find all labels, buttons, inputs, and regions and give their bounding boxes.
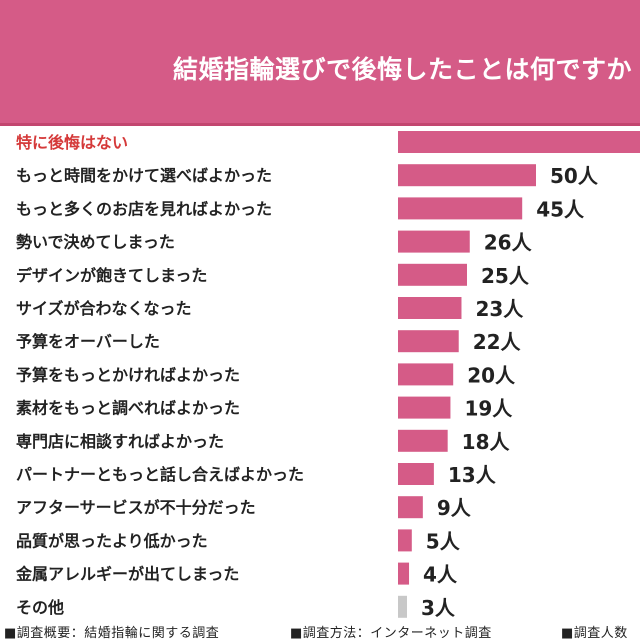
- value-label: 45人: [536, 197, 585, 221]
- bar: [398, 463, 434, 485]
- bar: [398, 297, 462, 319]
- bar: [398, 263, 467, 286]
- value-label: 18人: [462, 430, 511, 454]
- footer-method: ■調査方法：インターネット調査: [290, 626, 492, 640]
- category-label: パートナーともっと話し合えばよかった: [16, 465, 304, 484]
- bar: [398, 562, 410, 585]
- value-label: 26人: [484, 231, 533, 255]
- value-label: 50人: [550, 164, 599, 188]
- value-label: 13人: [448, 463, 497, 487]
- category-label: その他: [16, 598, 64, 617]
- category-label: 特に後悔はない: [16, 133, 128, 152]
- category-label: 勢いで決めてしまった: [16, 233, 175, 252]
- survey-footer: ■調査概要：結婚指輪に関する調査 ■調査方法：インターネット調査 ■調査人数: [0, 620, 640, 640]
- bar: [398, 230, 470, 253]
- category-label: アフターサービスが不十分だった: [16, 498, 256, 517]
- value-label: 22人: [473, 330, 522, 354]
- category-label: デザインが飽きてしまった: [16, 266, 207, 285]
- category-label: 品質が思ったより低かった: [16, 531, 208, 550]
- category-label: もっと時間をかけて選べばよかった: [16, 166, 272, 185]
- category-label: 金属アレルギーが出てしまった: [15, 565, 239, 584]
- bar: [398, 429, 448, 452]
- footer-respondents: ■調査人数: [561, 626, 628, 640]
- value-label: 25人: [481, 264, 530, 288]
- category-label: もっと多くのお店を見ればよかった: [16, 199, 272, 218]
- category-label: 素材をもっと調べればよかった: [16, 399, 240, 418]
- bar: [398, 330, 459, 353]
- value-label: 20人: [467, 363, 516, 387]
- title-divider: [0, 123, 640, 126]
- value-label: 23人: [475, 297, 524, 321]
- bar: [398, 363, 454, 386]
- bar: [398, 529, 412, 552]
- bar: [398, 197, 523, 220]
- category-label: 予算をオーバーした: [16, 332, 160, 351]
- footer-summary: ■調査概要：結婚指輪に関する調査: [4, 626, 220, 640]
- value-label: 3人: [421, 596, 456, 620]
- value-label: 5人: [426, 529, 461, 553]
- bar: [398, 595, 407, 618]
- bar: [398, 496, 423, 519]
- bar: [398, 131, 640, 153]
- category-label: 専門店に相談すればよかった: [16, 432, 224, 451]
- category-label: サイズが合わなくなった: [16, 299, 192, 318]
- bar: [398, 396, 451, 419]
- chart-title: 結婚指輪選びで後悔したことは何ですか: [172, 55, 632, 84]
- value-label: 4人: [423, 563, 458, 587]
- bar: [398, 164, 536, 187]
- title-banner: 結婚指輪選びで後悔したことは何ですか: [0, 0, 640, 123]
- category-label: 予算をもっとかければよかった: [16, 365, 240, 384]
- value-label: 19人: [464, 397, 513, 421]
- value-label: 9人: [437, 496, 472, 520]
